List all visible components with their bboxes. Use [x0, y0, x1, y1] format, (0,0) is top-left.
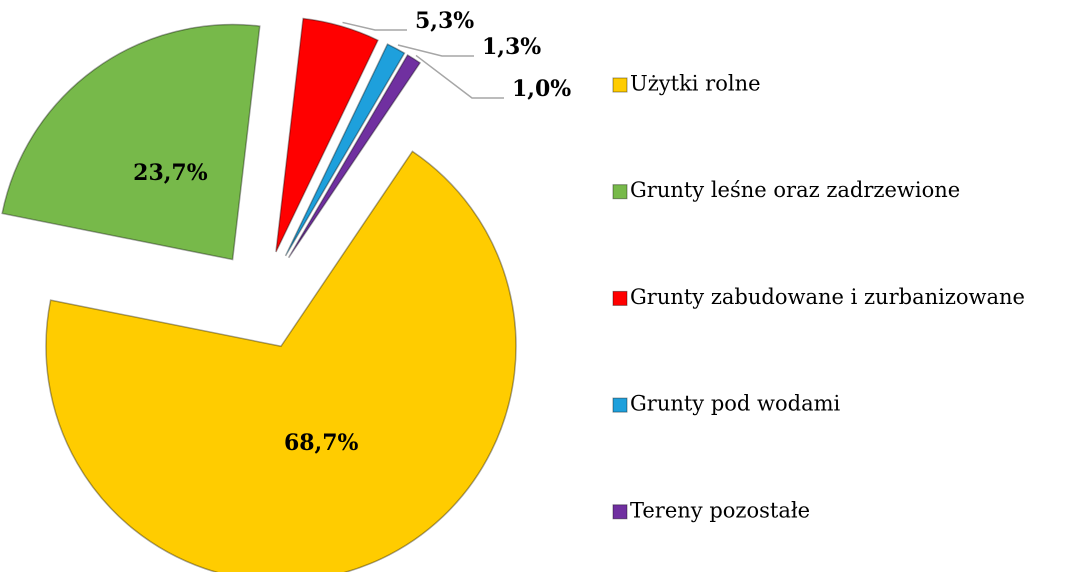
legend-label: Grunty zabudowane i zurbanizowane — [630, 285, 1025, 309]
legend-marker — [612, 504, 628, 520]
leader-line — [415, 54, 504, 99]
legend-marker — [612, 290, 628, 306]
pie-slice — [287, 53, 422, 259]
legend-marker — [612, 77, 628, 93]
pie-slice — [45, 150, 517, 572]
pie-slice — [1, 23, 261, 261]
leader-line — [342, 21, 407, 31]
value-label: 1,0% — [512, 76, 571, 102]
legend-label: Grunty leśne oraz zadrzewione — [630, 178, 960, 202]
value-label: 68,7% — [284, 430, 359, 456]
legend-label: Tereny pozostałe — [630, 498, 810, 522]
legend-marker — [612, 184, 628, 200]
value-label: 1,3% — [482, 34, 541, 60]
value-label: 23,7% — [133, 160, 208, 186]
pie-slice — [275, 17, 379, 253]
legend-label: Użytki rolne — [630, 72, 761, 96]
pie-slice — [284, 43, 406, 257]
leader-line — [397, 44, 474, 57]
legend-marker — [612, 397, 628, 413]
legend-label: Grunty pod wodami — [630, 392, 841, 416]
value-label: 5,3% — [415, 8, 474, 34]
